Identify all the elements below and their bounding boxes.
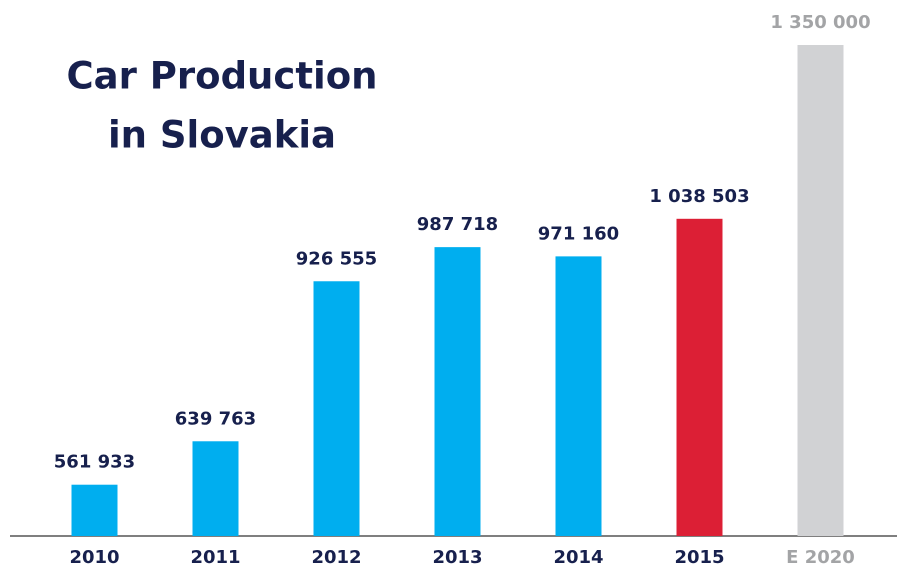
value-label: 1 350 000 — [770, 12, 870, 33]
value-label: 639 763 — [175, 408, 256, 429]
value-label: 987 718 — [417, 214, 498, 235]
x-tick-label: 2014 — [553, 547, 603, 568]
bar — [192, 441, 239, 536]
bar — [71, 484, 118, 536]
x-tick-label: 2011 — [190, 547, 240, 568]
bar — [313, 281, 360, 536]
x-tick-label: 2010 — [69, 547, 119, 568]
bar — [676, 218, 723, 537]
bar — [434, 247, 481, 536]
value-label: 926 555 — [296, 248, 377, 269]
bar — [797, 45, 844, 536]
x-tick-label: 2012 — [311, 547, 361, 568]
bar — [555, 256, 602, 536]
x-tick-label: E 2020 — [786, 547, 855, 568]
x-tick-label: 2013 — [432, 547, 482, 568]
chart-title: Car Production — [67, 55, 378, 98]
value-label: 971 160 — [538, 223, 619, 244]
value-label: 1 038 503 — [649, 186, 749, 207]
value-label: 561 933 — [54, 452, 135, 473]
x-tick-label: 2015 — [674, 547, 724, 568]
chart-title: in Slovakia — [108, 114, 336, 157]
